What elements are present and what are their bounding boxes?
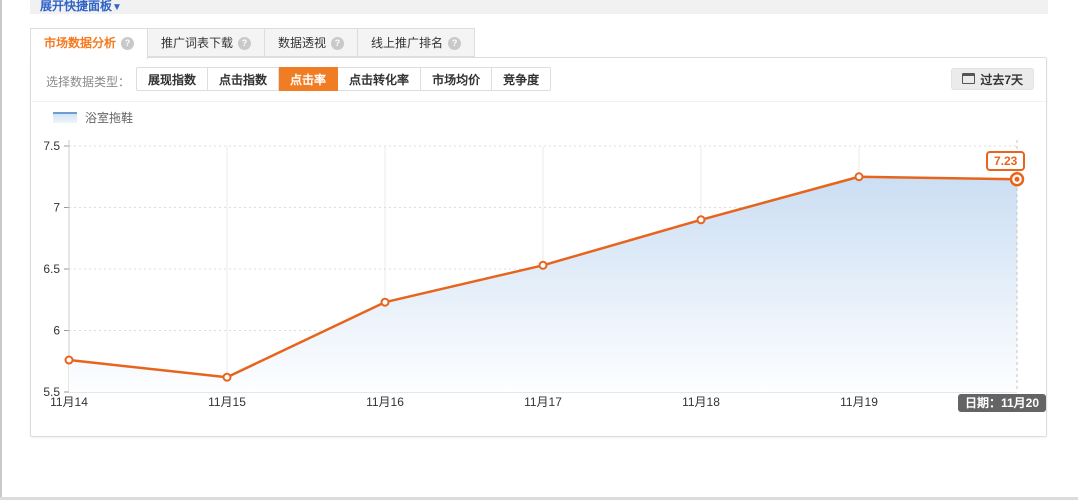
x-axis-label: 11月19 (840, 395, 878, 409)
tab-label: 市场数据分析 (44, 36, 117, 50)
tab-label: 数据透视 (278, 36, 327, 50)
calendar-icon (962, 73, 976, 84)
x-axis-label: 11月14 (50, 395, 88, 409)
data-type-button-group: 展现指数 点击指数 点击率 点击转化率 市场均价 竞争度 (136, 67, 552, 91)
x-axis-label: 11月18 (682, 395, 720, 409)
data-type-selector-label: 选择数据类型： (46, 75, 131, 89)
tab-bar: 市场数据分析? 推广词表下载? 数据透视? 线上推广排名? (30, 28, 476, 59)
help-icon[interactable]: ? (238, 37, 252, 50)
date-range-label: 过去7天 (980, 73, 1023, 87)
chart-canvas[interactable]: 5.5 6 6.5 7 7.5 11月14 11月15 11月16 11月17 11月18 11月1… (39, 136, 1039, 433)
help-icon[interactable]: ? (121, 37, 135, 50)
y-axis-label: 6.5 (43, 262, 60, 276)
x-axis-label: 11月17 (524, 395, 562, 409)
data-type-competition-button[interactable]: 竞争度 (492, 67, 552, 91)
expand-quick-panel-label: 展开快捷面板 (40, 0, 113, 13)
data-point (222, 372, 232, 382)
help-icon[interactable]: ? (331, 37, 345, 50)
tab-keyword-list-download[interactable]: 推广词表下载? (148, 28, 266, 57)
data-type-ctr-button[interactable]: 点击率 (279, 67, 339, 91)
help-icon[interactable]: ? (448, 37, 462, 50)
tab-label: 线上推广排名 (371, 36, 444, 50)
series-area (69, 176, 1017, 392)
data-point (64, 355, 74, 365)
data-type-impression-index-button[interactable]: 展现指数 (136, 67, 209, 91)
quick-panel-bar: 展开快捷面板▼ (30, 0, 1048, 14)
data-type-market-average-price-button[interactable]: 市场均价 (421, 67, 493, 91)
y-axis-label: 6 (53, 324, 60, 338)
data-type-click-conversion-rate-button[interactable]: 点击转化率 (338, 67, 422, 91)
tab-label: 推广词表下载 (161, 36, 234, 50)
expand-quick-panel-link[interactable]: 展开快捷面板▼ (40, 0, 122, 14)
y-axis-label: 7.5 (43, 139, 60, 153)
line-chart[interactable]: 5.5 6 6.5 7 7.5 11月14 11月15 11月16 11月17 11月18 11月1… (39, 136, 1047, 433)
analysis-panel: 选择数据类型： 展现指数 点击指数 点击率 点击转化率 市场均价 竞争度 过去7… (30, 57, 1047, 437)
y-axis-label: 5.5 (43, 385, 60, 399)
page-left-border (0, 0, 2, 500)
x-axis-label: 11月16 (366, 395, 404, 409)
page-bottom-border (0, 497, 1078, 500)
tab-data-pivot[interactable]: 数据透视? (265, 28, 359, 57)
legend-series-label: 浴室拖鞋 (85, 111, 134, 125)
legend-swatch (53, 112, 77, 123)
legend-item[interactable]: 浴室拖鞋 (53, 109, 133, 126)
date-tooltip: 日期：11月20 (958, 394, 1047, 412)
data-type-click-index-button[interactable]: 点击指数 (208, 67, 280, 91)
data-type-selector-row: 选择数据类型： 展现指数 点击指数 点击率 点击转化率 市场均价 竞争度 过去7… (31, 58, 1046, 102)
y-axis-label: 7 (53, 201, 60, 215)
data-point-emphasis-core (1014, 176, 1020, 182)
date-range-button[interactable]: 过去7天 (951, 68, 1034, 90)
data-point (538, 260, 548, 270)
x-axis-label: 11月15 (208, 395, 246, 409)
chevron-down-icon: ▼ (112, 2, 122, 13)
data-point (380, 297, 390, 307)
data-point (696, 215, 706, 225)
tab-market-data-analysis[interactable]: 市场数据分析? (30, 28, 149, 59)
tab-online-promotion-ranking[interactable]: 线上推广排名? (358, 28, 476, 57)
last-point-value-label: 7.23 (986, 151, 1026, 171)
data-point (854, 172, 864, 182)
